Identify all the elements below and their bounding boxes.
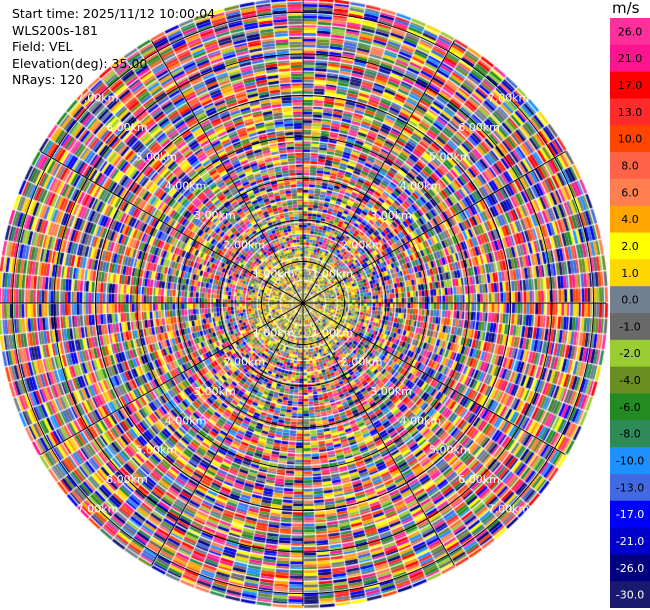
colorbar-segment (610, 178, 650, 207)
colorbar-tick-label: -2.0 (619, 347, 640, 360)
ring-labels: 1.00km 1.00km 1.00km 1.00km 2.00km 2.00km 2.00… (77, 92, 529, 516)
colorbar-tick-label: 26.0 (618, 25, 643, 38)
azimuth-line (40, 151, 304, 304)
ring-label: 3.00km (370, 385, 412, 398)
ring-label: 1.00km (312, 268, 354, 281)
ring-label: 1.00km (253, 268, 295, 281)
colorbar-segment (610, 366, 650, 394)
ring-label: 4.00km (165, 414, 207, 427)
colorbar-segment (610, 98, 650, 126)
colorbar-tick-label: -21.0 (616, 535, 644, 548)
ring-label: 5.00km (429, 444, 471, 457)
colorbar-segment (610, 286, 650, 314)
azimuth-line (302, 302, 566, 455)
colorbar-segment (610, 500, 650, 529)
colorbar-tick-label: 13.0 (618, 106, 643, 119)
colorbar-segment (610, 447, 650, 475)
colorbar-tick-label: -26.0 (616, 562, 644, 575)
field-text: Field: VEL (12, 39, 73, 54)
ring-label: 5.00km (429, 150, 471, 163)
ring-label: 7.00km (77, 502, 119, 515)
range-ring (53, 53, 553, 553)
ring-label: 4.00km (400, 180, 442, 193)
colorbar-tick-label: -6.0 (619, 401, 640, 414)
ring-label: 7.00km (77, 92, 119, 105)
colorbar-tick-label: 6.0 (621, 186, 639, 199)
ring-label: 7.00km (488, 92, 530, 105)
colorbar-tick-label: 10.0 (618, 133, 643, 146)
ring-label: 5.00km (135, 444, 177, 457)
range-ring (136, 136, 470, 470)
azimuth-line (302, 40, 455, 304)
colorbar-segment (610, 420, 650, 448)
colorbar-segment (610, 581, 650, 608)
colorbar-tick-label: -8.0 (619, 428, 640, 441)
elevation-text: Elevation(deg): 35.00 (12, 55, 148, 71)
colorbar-tick-label: -13.0 (616, 481, 644, 494)
azimuth-line (151, 302, 304, 566)
colorbar-tick-label: 8.0 (621, 160, 639, 173)
ring-label: 2.00km (341, 356, 383, 369)
ring-label: 6.00km (106, 121, 148, 134)
colorbar-segment (610, 71, 650, 99)
range-ring (178, 178, 428, 428)
range-rings (12, 12, 594, 594)
colorbar-tick-label: 17.0 (618, 79, 643, 92)
colorbar-segment (610, 527, 650, 555)
colorbar-tick-label: 0.0 (621, 294, 639, 307)
colorbar-tick-label: -4.0 (619, 374, 640, 387)
colorbar-tick-label: -10.0 (616, 455, 644, 468)
colorbar-tick-label: 21.0 (618, 52, 643, 65)
azimuth-line (302, 302, 455, 566)
ring-label: 1.00km (312, 326, 354, 339)
ring-label: 6.00km (458, 473, 500, 486)
colorbar-segment (610, 18, 650, 46)
ring-label: 3.00km (370, 209, 412, 222)
colorbar-segment (610, 554, 650, 582)
azimuth-line (40, 302, 304, 455)
colorbar-tick-label: -30.0 (616, 589, 644, 602)
start-time-text: Start time: 2025/11/12 10:00:04 (12, 6, 216, 21)
ring-label: 7.00km (488, 502, 530, 515)
colorbar-segment (610, 313, 650, 341)
colorbar-segment (610, 393, 650, 421)
axis-lines (0, 0, 606, 606)
ring-label: 6.00km (458, 121, 500, 134)
colorbar-segment (610, 259, 650, 287)
azimuth-line (151, 40, 304, 304)
colorbar-tick-label: 4.0 (621, 213, 639, 226)
colorbar-segment (610, 473, 650, 502)
ring-label: 3.00km (194, 209, 236, 222)
scan-info: Start time: 2025/11/12 10:00:04 WLS200s-… (12, 6, 215, 89)
ring-label: 2.00km (224, 238, 266, 251)
colorbar-segment (610, 339, 650, 368)
range-ring (261, 261, 345, 345)
colorbar-tick-label: -17.0 (616, 508, 644, 521)
ring-label: 4.00km (165, 180, 207, 193)
range-ring (95, 95, 511, 511)
colorbar-unit: m/s (612, 0, 640, 17)
colorbar-segment (610, 152, 650, 180)
ring-label: 2.00km (224, 356, 266, 369)
ring-label: 3.00km (194, 385, 236, 398)
colorbar-segment (610, 205, 650, 234)
azimuth-line (302, 151, 566, 304)
ring-label: 1.00km (253, 326, 295, 339)
colorbar-segment (610, 125, 650, 153)
instrument-text: WLS200s-181 (12, 22, 98, 38)
colorbar: 26.0 21.0 17.0 13.0 10.0 8.0 6.0 4.0 2.0 1.0 0.0 -1… (610, 18, 650, 608)
ppi-overlay: 1.00km 1.00km 1.00km 1.00km 2.00km 2.00km 2.00… (0, 0, 606, 606)
ring-label: 6.00km (106, 473, 148, 486)
range-ring (219, 219, 387, 387)
colorbar-segment (610, 232, 650, 260)
ring-label: 4.00km (400, 414, 442, 427)
nrays-text: NRays: 120 (12, 72, 84, 87)
colorbar-segment (610, 44, 650, 73)
ring-label: 2.00km (341, 238, 383, 251)
colorbar-tick-label: 1.0 (621, 267, 639, 280)
colorbar-tick-label: 2.0 (621, 240, 639, 253)
ring-label: 5.00km (135, 150, 177, 163)
colorbar-tick-label: -1.0 (619, 320, 640, 333)
range-ring (12, 12, 594, 594)
